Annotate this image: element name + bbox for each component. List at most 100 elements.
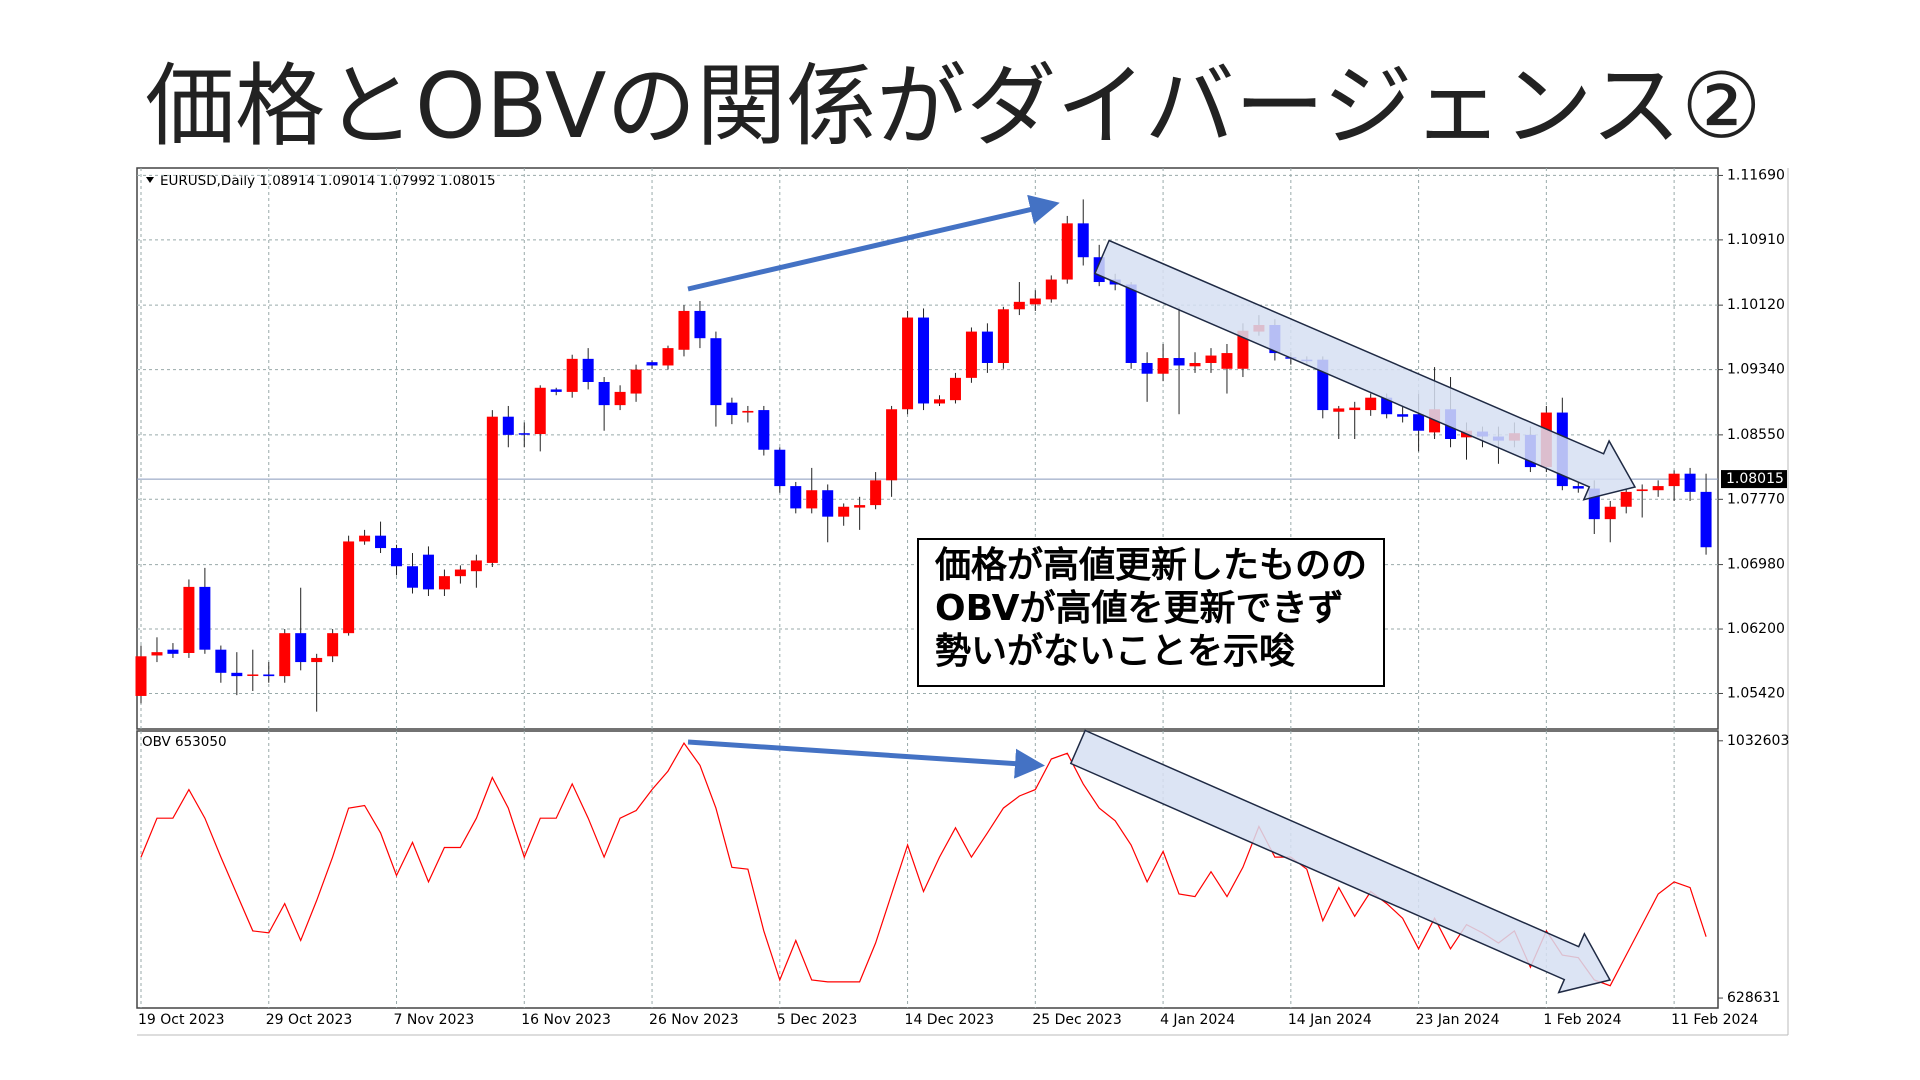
annotations: 価格が高値更新したものの OBVが高値を更新できず 勢いがないことを示唆 [687,194,1637,994]
y-tick-label: 1.06200 [1727,621,1785,637]
candle-body [199,586,211,650]
x-tick-label: 14 Dec 2023 [905,1012,994,1028]
obv-trend-arrow [687,739,1045,779]
candle-body [662,348,674,366]
candle-body [997,309,1009,363]
candle-body [1189,362,1201,367]
candle-body [359,535,371,542]
price-trend-arrow [687,194,1060,292]
candle-body [422,554,434,590]
candle-body [1668,473,1680,487]
candle-body [822,490,834,517]
candle-body [790,486,802,509]
x-tick-label: 25 Dec 2023 [1032,1012,1121,1028]
candle-body [454,569,466,577]
candle-body [886,409,898,481]
candle-body [327,633,339,657]
y-tick-label: 1.10120 [1727,297,1785,313]
candle-body [582,358,594,382]
last-price-label: 1.08015 [1726,471,1784,487]
last-price-box [1721,470,1787,489]
note-line: 勢いがないことを示唆 [935,631,1295,672]
candle-body [215,649,227,673]
candle-body [1221,353,1233,369]
candle-body [678,310,690,350]
y-tick-label: 1.10910 [1727,232,1785,248]
x-tick-label: 1 Feb 2024 [1543,1012,1621,1028]
obv-line [140,741,1707,987]
candle-body [1141,362,1153,374]
candle-body [183,586,195,653]
page-title: 価格とOBVの関係がダイバージェンス② [145,54,1762,159]
candle-body [1045,279,1057,300]
candle-body [1381,397,1393,415]
candle-body [263,674,275,677]
candle-body [1365,397,1377,411]
candle-body [1652,486,1664,491]
y-tick-label: 1.05420 [1727,685,1785,701]
candle-body [550,389,562,392]
candle-body [295,633,307,663]
y-tick-label: 1.11690 [1727,167,1785,183]
x-tick-label: 5 Dec 2023 [777,1012,858,1028]
candle-body [934,399,945,404]
candle-body [1620,491,1632,507]
chart-header: EURUSD,Daily 1.08914 1.09014 1.07992 1.0… [160,173,496,189]
candle-body [1317,359,1329,411]
candle-body [806,490,818,509]
candle-body [742,410,754,413]
candle-body [1413,414,1425,431]
x-tick-label: 29 Oct 2023 [266,1012,353,1028]
note-line: OBVが高値を更新できず [935,588,1343,629]
candle-body [1636,489,1648,492]
candle-body [1077,223,1089,258]
candle-body [343,541,355,634]
candle-body [710,338,722,406]
obv-label: OBV 653050 [142,734,227,750]
obv-panel [136,730,1719,1009]
header-arrow [146,177,154,183]
candle-body [1604,506,1616,520]
candle-body [598,381,610,406]
y-tick-label: 628631 [1727,990,1780,1006]
candle-body [486,416,498,563]
y-tick-label: 1.09340 [1727,362,1785,378]
trend-band-arrow [1069,729,1612,994]
candle-body [614,391,626,406]
candle-body [1157,358,1169,374]
candle-body [870,480,882,506]
candle-body [1125,284,1137,363]
candle-body [470,560,482,572]
y-tick-label: 1032603 [1727,733,1789,749]
candle-body [247,674,259,676]
candle-body [534,387,546,435]
candle-body [231,672,243,677]
note-line: 価格が高値更新したものの [934,545,1367,586]
candle-body [1397,414,1409,417]
candle-body [902,317,914,410]
x-tick-label: 19 Oct 2023 [138,1012,225,1028]
x-tick-label: 26 Nov 2023 [649,1012,739,1028]
candle-body [1237,330,1249,369]
candle-body [1684,473,1696,492]
candle-body [838,506,850,517]
candle-body [1029,298,1041,305]
candle-body [135,656,147,696]
candle-body [1700,491,1712,548]
candle-body [918,317,930,404]
candle-body [981,331,993,363]
candle-body [630,369,642,394]
candle-body [1205,355,1217,363]
candle-body [1349,407,1361,411]
candle-body [1333,408,1345,412]
note-box [917,538,1385,687]
x-tick-label: 7 Nov 2023 [394,1012,475,1028]
y-tick-label: 1.08550 [1727,427,1785,443]
candle-body [279,633,291,677]
x-tick-label: 16 Nov 2023 [521,1012,611,1028]
candle-body [518,433,530,435]
candle-body [151,652,163,656]
candle-body [965,331,977,378]
